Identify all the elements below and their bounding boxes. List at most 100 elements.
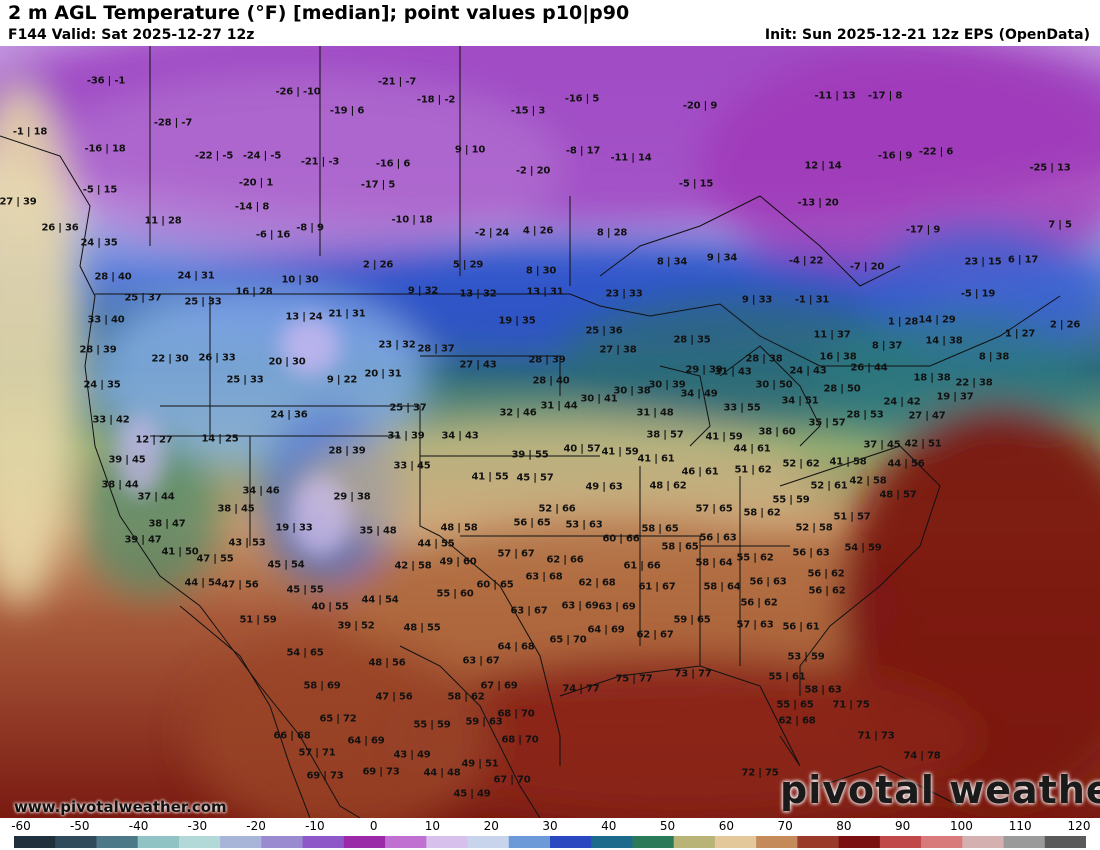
point-value-label: 2 | 26	[1049, 319, 1081, 331]
point-value-label: 41 | 50	[161, 546, 199, 558]
color-legend-tick: 0	[369, 819, 378, 833]
point-value-label: 41 | 58	[829, 456, 867, 468]
init-time: Init: Sun 2025-12-21 12z EPS (OpenData)	[764, 27, 1090, 43]
point-value-label: 10 | 30	[281, 274, 319, 286]
point-value-label: -17 | 8	[867, 90, 903, 102]
point-value-label: 38 | 57	[646, 429, 684, 441]
color-legend-ticks: -60 -50 -40 -30 -20 -10 0 10 20 30 40 50 60 70 80 90 100…	[0, 819, 1100, 835]
point-value-label: 62 | 68	[778, 715, 816, 727]
point-value-label: 8 | 34	[656, 256, 688, 268]
point-value-label: 22 | 30	[151, 353, 189, 365]
point-value-label: 56 | 61	[782, 621, 820, 633]
color-legend-swatch	[178, 836, 221, 848]
point-value-label: -36 | -1	[86, 75, 126, 87]
point-value-label: 41 | 55	[471, 471, 509, 483]
point-value-label: 41 | 59	[705, 431, 743, 443]
point-value-label: 56 | 62	[807, 568, 845, 580]
point-value-label: 67 | 70	[493, 774, 531, 786]
site-url-watermark: www.pivotalweather.com	[14, 798, 227, 816]
point-value-label: -5 | 15	[678, 178, 714, 190]
point-value-label: 1 | 27	[1004, 328, 1036, 340]
color-legend-tick: 70	[777, 819, 793, 833]
point-value-label: 11 | 28	[144, 215, 182, 227]
color-legend-tick: 30	[542, 819, 558, 833]
point-value-label: 62 | 67	[636, 629, 674, 641]
point-value-label: 38 | 47	[148, 518, 186, 530]
point-value-label: 24 | 35	[83, 379, 121, 391]
point-value-label: 49 | 60	[439, 556, 477, 568]
point-value-label: 31 | 48	[636, 407, 674, 419]
point-value-label: 67 | 69	[480, 680, 518, 692]
point-value-label: 63 | 67	[510, 605, 548, 617]
point-value-label: 55 | 60	[436, 588, 474, 600]
point-value-label: 26 | 44	[850, 362, 888, 374]
point-value-label: 29 | 38	[333, 491, 371, 503]
point-value-label: 26 | 33	[198, 352, 236, 364]
color-legend-tick: -60	[11, 819, 31, 833]
point-value-label: 33 | 45	[393, 460, 431, 472]
point-value-label: -20 | 1	[238, 177, 274, 189]
point-value-label: 34 | 51	[781, 395, 819, 407]
point-value-label: 43 | 49	[393, 749, 431, 761]
point-value-label: -15 | 3	[510, 105, 546, 117]
point-value-label: 27 | 38	[599, 344, 637, 356]
point-value-label: 24 | 43	[789, 365, 827, 377]
point-value-label: 74 | 77	[562, 683, 600, 695]
point-value-label: 23 | 15	[964, 256, 1002, 268]
point-value-label: -13 | 20	[797, 197, 839, 209]
point-value-label: 32 | 46	[499, 407, 537, 419]
point-value-label: 48 | 58	[440, 522, 478, 534]
point-value-label: 44 | 61	[733, 443, 771, 455]
color-legend-strip	[14, 836, 1086, 848]
point-value-label: 72 | 75	[741, 767, 779, 779]
point-value-label: 48 | 62	[649, 480, 687, 492]
point-value-label: 47 | 56	[221, 579, 259, 591]
point-value-label: -21 | -7	[377, 76, 417, 88]
color-legend-tick: 20	[483, 819, 499, 833]
point-value-label: 54 | 65	[286, 647, 324, 659]
point-value-label: 28 | 38	[745, 353, 783, 365]
point-value-label: 58 | 65	[661, 541, 699, 553]
point-value-label: 57 | 63	[736, 619, 774, 631]
point-value-label: 28 | 53	[846, 409, 884, 421]
point-value-label: -7 | 20	[849, 261, 885, 273]
point-value-label: 34 | 46	[242, 485, 280, 497]
point-value-label: 33 | 55	[723, 402, 761, 414]
point-value-label: 28 | 40	[94, 271, 132, 283]
point-value-label: -26 | -10	[275, 86, 321, 98]
point-value-label: 51 | 57	[833, 511, 871, 523]
point-value-label: 33 | 42	[92, 414, 130, 426]
point-value-label: 63 | 68	[525, 571, 563, 583]
color-legend-tick: 90	[895, 819, 911, 833]
point-value-label: 16 | 38	[819, 351, 857, 363]
point-value-label: 51 | 62	[734, 464, 772, 476]
color-legend-tick: 40	[601, 819, 617, 833]
point-value-label: 31 | 39	[387, 430, 425, 442]
point-value-label: 37 | 44	[137, 491, 175, 503]
point-value-label: -2 | 24	[474, 227, 510, 239]
point-value-label: 57 | 67	[497, 548, 535, 560]
point-value-label: 62 | 68	[578, 577, 616, 589]
map-title: 2 m AGL Temperature (°F) [median]; point…	[8, 2, 630, 24]
point-value-label: 44 | 48	[423, 767, 461, 779]
temperature-map[interactable]: -36 | -1 -26 | -10 -21 | -7 -18 | -2 -16 | 5…	[0, 46, 1100, 818]
point-value-label: 63 | 69	[598, 601, 636, 613]
point-value-label: 57 | 65	[695, 503, 733, 515]
point-value-label: -8 | 17	[565, 145, 601, 157]
point-value-label: 45 | 49	[453, 788, 491, 800]
point-value-label: 68 | 70	[501, 734, 539, 746]
point-value-label: 25 | 36	[585, 325, 623, 337]
point-value-label: 61 | 66	[623, 560, 661, 572]
point-value-label: 49 | 63	[585, 481, 623, 493]
color-legend-tick: -10	[305, 819, 325, 833]
point-value-label: 8 | 37	[871, 340, 903, 352]
point-value-label: 42 | 58	[394, 560, 432, 572]
point-value-label: 28 | 39	[79, 344, 117, 356]
point-value-label: 63 | 67	[462, 655, 500, 667]
point-value-label: 45 | 54	[267, 559, 305, 571]
point-value-label: 58 | 62	[743, 507, 781, 519]
point-value-label: 59 | 63	[465, 716, 503, 728]
point-value-label: 8 | 28	[596, 227, 628, 239]
point-value-label: -17 | 5	[360, 179, 396, 191]
point-value-label: 27 | 47	[908, 410, 946, 422]
